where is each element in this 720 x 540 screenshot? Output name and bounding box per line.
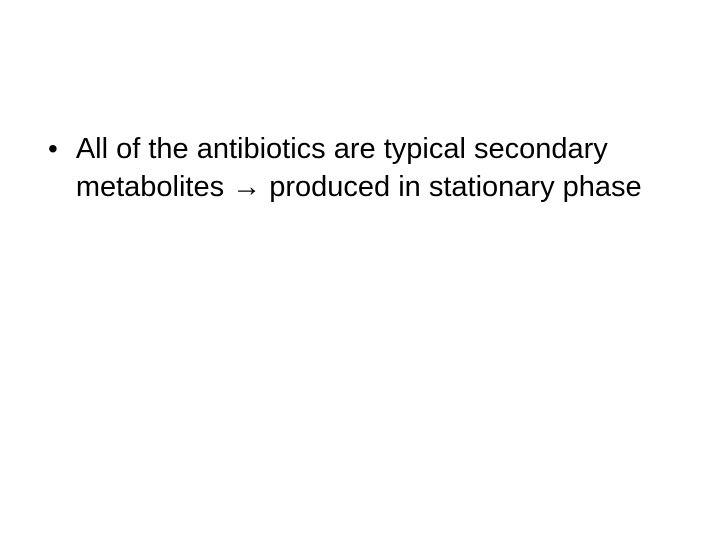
bullet-marker-icon: • (48, 130, 58, 168)
bullet-item: • All of the antibiotics are typical sec… (48, 130, 672, 206)
bullet-text: All of the antibiotics are typical secon… (76, 130, 672, 206)
slide-container: • All of the antibiotics are typical sec… (0, 0, 720, 540)
bullet-list: • All of the antibiotics are typical sec… (48, 130, 672, 206)
